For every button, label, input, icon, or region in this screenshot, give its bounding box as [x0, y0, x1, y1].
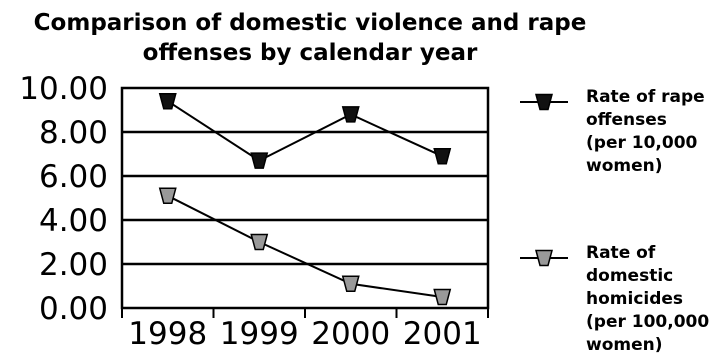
y-tick-label: 2.00 [39, 247, 108, 283]
legend-label-line: homicides [586, 289, 683, 309]
legend-marker [536, 251, 552, 266]
x-tick-label: 1999 [220, 316, 299, 352]
legend-marker [536, 95, 552, 110]
data-point [434, 290, 450, 305]
chart-title-line-2: offenses by calendar year [143, 40, 478, 66]
x-tick-label: 2000 [311, 316, 390, 352]
x-tick-label: 1998 [128, 316, 207, 352]
y-tick-label: 6.00 [39, 159, 108, 195]
legend-label-line: offenses [586, 110, 667, 130]
data-point [251, 153, 267, 168]
y-tick-label: 0.00 [39, 291, 108, 327]
y-axis-ticks: 10.00 8.00 6.00 4.00 2.00 0.00 [19, 71, 108, 327]
legend-label-line: Rate of [586, 243, 656, 263]
plot-area [122, 88, 488, 318]
x-axis-ticks: 1998 1999 2000 2001 [128, 316, 481, 352]
legend-entry-2: Rate of domestic homicides (per 100,000 wome… [520, 243, 709, 353]
data-point [343, 107, 359, 122]
legend-label-line: Rate of rape [586, 87, 705, 107]
y-tick-label: 4.00 [39, 203, 108, 239]
y-tick-label: 8.00 [39, 115, 108, 151]
data-point [434, 149, 450, 164]
series-2 [160, 188, 451, 304]
plot-border [122, 88, 488, 308]
legend-label-line: women) [586, 335, 663, 353]
series-line [168, 196, 443, 297]
chart-title-line-1: Comparison of domestic violence and rape [34, 10, 587, 36]
data-point [251, 235, 267, 250]
data-point [343, 276, 359, 291]
x-tick-label: 2001 [403, 316, 482, 352]
data-point [160, 94, 176, 109]
legend-label-line: domestic [586, 266, 673, 286]
y-tick-label: 10.00 [19, 71, 108, 107]
chart-title: Comparison of domestic violence and rape… [34, 10, 587, 66]
legend-label-line: women) [586, 156, 663, 176]
data-point [160, 188, 176, 203]
legend-entry-1: Rate of rape offenses (per 10,000 women) [520, 87, 705, 176]
series-layer [160, 94, 451, 305]
legend-label-line: (per 100,000 [586, 312, 709, 332]
legend-label-line: (per 10,000 [586, 133, 698, 153]
